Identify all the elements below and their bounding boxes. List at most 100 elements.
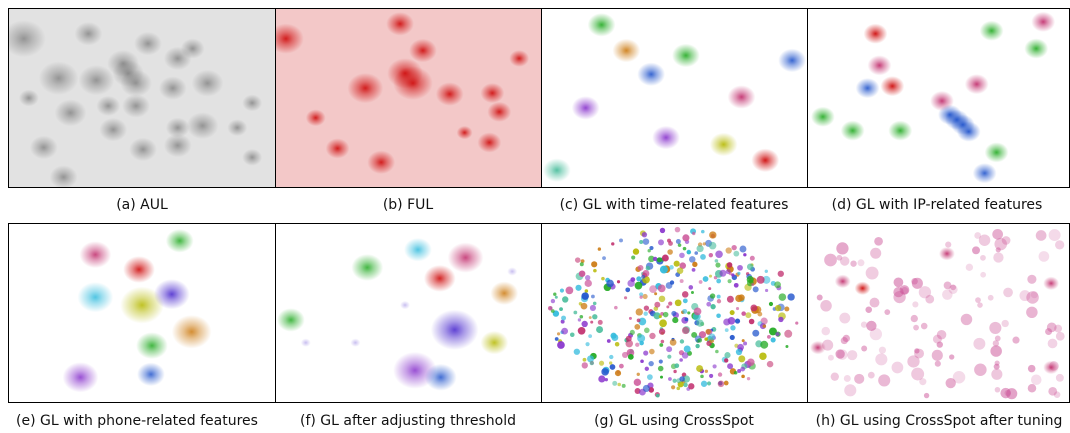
crossspot-dot: [679, 253, 685, 259]
crossspot-dot: [684, 346, 691, 353]
ful-blob: [386, 12, 414, 36]
crossspot-dot: [683, 383, 688, 388]
crossspot-dot: [738, 355, 745, 362]
crossspot-tuned-dot: [913, 325, 919, 331]
crossspot-dot: [659, 319, 667, 327]
crossspot-dot: [659, 328, 665, 334]
crossspot-tuned-dot: [980, 255, 986, 261]
crossspot-tuned-dot: [953, 371, 966, 383]
crossspot-dot: [784, 330, 792, 338]
crossspot-dot: [593, 302, 597, 306]
crossspot-dot: [639, 240, 643, 244]
crossspot-dot: [716, 313, 721, 318]
crossspot-dot: [615, 342, 620, 347]
aul-blob: [19, 90, 39, 107]
crossspot-dot: [592, 314, 597, 319]
crossspot-dot: [639, 295, 642, 298]
crossspot-dot: [570, 332, 575, 337]
crossspot-dot: [578, 327, 586, 335]
crossspot-tuned-dot: [993, 252, 1003, 262]
crossspot-tuned-dot: [925, 295, 934, 304]
crossspot-dot: [646, 266, 651, 271]
crossspot-tuned-dot: [911, 278, 918, 285]
crossspot-dot: [583, 358, 587, 362]
crossspot-dot: [692, 268, 696, 272]
crossspot-dot: [615, 370, 621, 376]
panel-gl-phone: [8, 223, 276, 403]
crossspot-dot: [701, 381, 707, 387]
crossspot-dot: [669, 265, 674, 270]
crossspot-tuned-dot: [933, 335, 942, 344]
crossspot-dot: [642, 232, 647, 237]
crossspot-tuned-dot: [1048, 339, 1058, 349]
crossspot-dot: [637, 318, 641, 322]
crossspot-tuned-dot: [1028, 384, 1037, 393]
crossspot-dot: [634, 379, 641, 386]
crossspot-dot: [622, 352, 628, 358]
crossspot-dot: [713, 364, 717, 368]
crossspot-dot: [635, 343, 639, 347]
caption-b: (b) FUL: [275, 197, 541, 213]
gl-threshold-cluster: [490, 281, 518, 305]
crossspot-dot: [641, 275, 645, 279]
crossspot-dot: [644, 328, 650, 334]
crossspot-dot: [660, 376, 663, 379]
crossspot-dot: [715, 259, 719, 263]
crossspot-dot: [683, 298, 688, 303]
crossspot-dot: [682, 291, 689, 298]
crossspot-dot: [560, 288, 564, 292]
caption-h: (h) GL using CrossSpot after tuning: [806, 413, 1070, 429]
aul-blob: [39, 61, 79, 95]
crossspot-tuned-cluster: [1043, 361, 1059, 374]
crossspot-dot: [750, 256, 755, 261]
crossspot-tuned-dot: [1055, 240, 1064, 249]
crossspot-dot: [658, 285, 666, 293]
crossspot-dot: [609, 361, 612, 364]
crossspot-dot: [657, 257, 662, 262]
crossspot-dot: [696, 365, 703, 372]
crossspot-tuned-dot: [1002, 320, 1009, 327]
crossspot-dot: [582, 321, 588, 327]
crossspot-dot: [675, 299, 682, 306]
crossspot-tuned-dot: [840, 256, 849, 265]
crossspot-dot: [551, 299, 555, 303]
crossspot-dot: [555, 337, 559, 341]
crossspot-dot: [779, 293, 787, 301]
gl-ip-cluster: [973, 163, 997, 183]
crossspot-dot: [631, 255, 635, 259]
crossspot-dot: [750, 304, 757, 311]
gl-time-cluster: [728, 85, 756, 109]
crossspot-dot: [659, 359, 663, 363]
gl-phone-cluster: [123, 256, 155, 283]
crossspot-tuned-dot: [932, 350, 943, 361]
crossspot-dot: [757, 276, 765, 284]
crossspot-dot: [622, 384, 626, 388]
crossspot-dot: [692, 262, 697, 267]
gl-threshold-cluster: [448, 242, 484, 272]
ful-blob: [393, 66, 433, 100]
crossspot-dot: [697, 245, 704, 252]
crossspot-dot: [694, 251, 698, 255]
crossspot-dot: [672, 317, 678, 323]
crossspot-dot: [643, 238, 650, 245]
caption-a: (a) AUL: [9, 197, 275, 213]
gl-phone-cluster: [172, 315, 212, 349]
crossspot-tuned-dot: [892, 362, 904, 374]
crossspot-dot: [579, 270, 586, 277]
crossspot-dot: [694, 308, 702, 316]
crossspot-tuned-cluster: [855, 282, 871, 295]
crossspot-dot: [675, 227, 681, 233]
crossspot-tuned-dot: [972, 246, 980, 254]
crossspot-dot: [778, 271, 784, 277]
crossspot-dot: [682, 309, 687, 314]
aul-blob: [181, 38, 205, 58]
crossspot-dot: [674, 363, 679, 368]
crossspot-dot: [774, 281, 781, 288]
crossspot-dot: [689, 256, 696, 263]
crossspot-dot: [718, 372, 722, 376]
panel-gl-time: [541, 8, 808, 188]
crossspot-dot: [654, 302, 660, 308]
crossspot-tuned-cluster: [810, 341, 826, 354]
gl-threshold-speck: [507, 267, 517, 275]
aul-blob: [187, 112, 219, 139]
